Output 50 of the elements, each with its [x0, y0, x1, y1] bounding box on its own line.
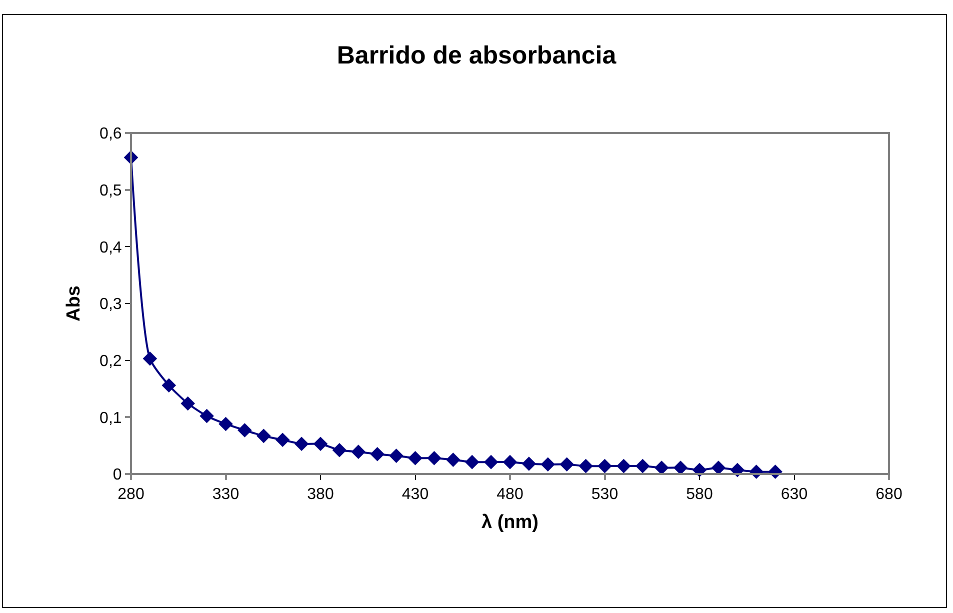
point	[370, 446, 384, 462]
y-tick-label: 0,2	[100, 352, 122, 370]
point	[673, 460, 688, 475]
point	[578, 458, 593, 474]
point	[256, 428, 271, 444]
point	[408, 450, 422, 466]
point	[598, 458, 612, 474]
point	[142, 351, 158, 366]
point	[502, 454, 518, 470]
point	[711, 460, 726, 475]
point	[522, 456, 536, 471]
point	[238, 423, 252, 438]
chart-title: Barrido de absorbancia	[336, 41, 618, 70]
x-tick-label: 580	[686, 486, 713, 504]
y-tick-label: 0,4	[100, 239, 122, 256]
x-tick-label: 630	[780, 486, 808, 504]
point	[484, 454, 498, 470]
point	[218, 416, 233, 432]
point	[540, 457, 556, 472]
point	[654, 460, 669, 475]
point	[332, 442, 347, 458]
x-axis-title: λ (nm)	[482, 512, 538, 533]
point	[560, 457, 574, 472]
point	[730, 462, 745, 478]
point	[389, 448, 404, 463]
point	[616, 458, 631, 474]
y-tick-label: 0,6	[100, 126, 122, 143]
x-tick-label: 380	[307, 486, 334, 504]
point	[636, 458, 650, 474]
point	[180, 396, 195, 411]
x-tick-label: 480	[496, 486, 524, 504]
point	[162, 378, 176, 392]
point	[464, 454, 480, 470]
point	[200, 408, 214, 424]
x-tick-label: 530	[591, 486, 618, 504]
y-tick-label: 0,1	[100, 410, 122, 427]
x-tick-label: 280	[118, 486, 144, 504]
point	[427, 450, 442, 466]
y-tick-label: 0,3	[100, 296, 122, 314]
x-tick-label: 430	[402, 486, 429, 504]
y-tick-label: 0	[112, 466, 122, 484]
y-axis-title: Abs	[63, 286, 84, 322]
y-tick-label: 0,5	[100, 182, 122, 200]
x-tick-label: 330	[212, 486, 240, 504]
x-tick-label: 680	[876, 486, 902, 504]
point	[446, 452, 460, 467]
point	[275, 432, 290, 448]
point	[294, 436, 309, 452]
point	[313, 436, 328, 452]
point	[351, 444, 366, 459]
